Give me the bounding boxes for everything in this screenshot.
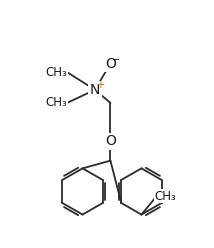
Text: +: + xyxy=(96,80,104,90)
Text: O: O xyxy=(105,57,116,71)
Text: O: O xyxy=(105,134,116,148)
Text: CH₃: CH₃ xyxy=(45,96,67,109)
Text: N: N xyxy=(90,83,100,97)
Text: CH₃: CH₃ xyxy=(155,189,176,203)
Text: CH₃: CH₃ xyxy=(45,66,67,79)
Text: −: − xyxy=(112,55,120,65)
